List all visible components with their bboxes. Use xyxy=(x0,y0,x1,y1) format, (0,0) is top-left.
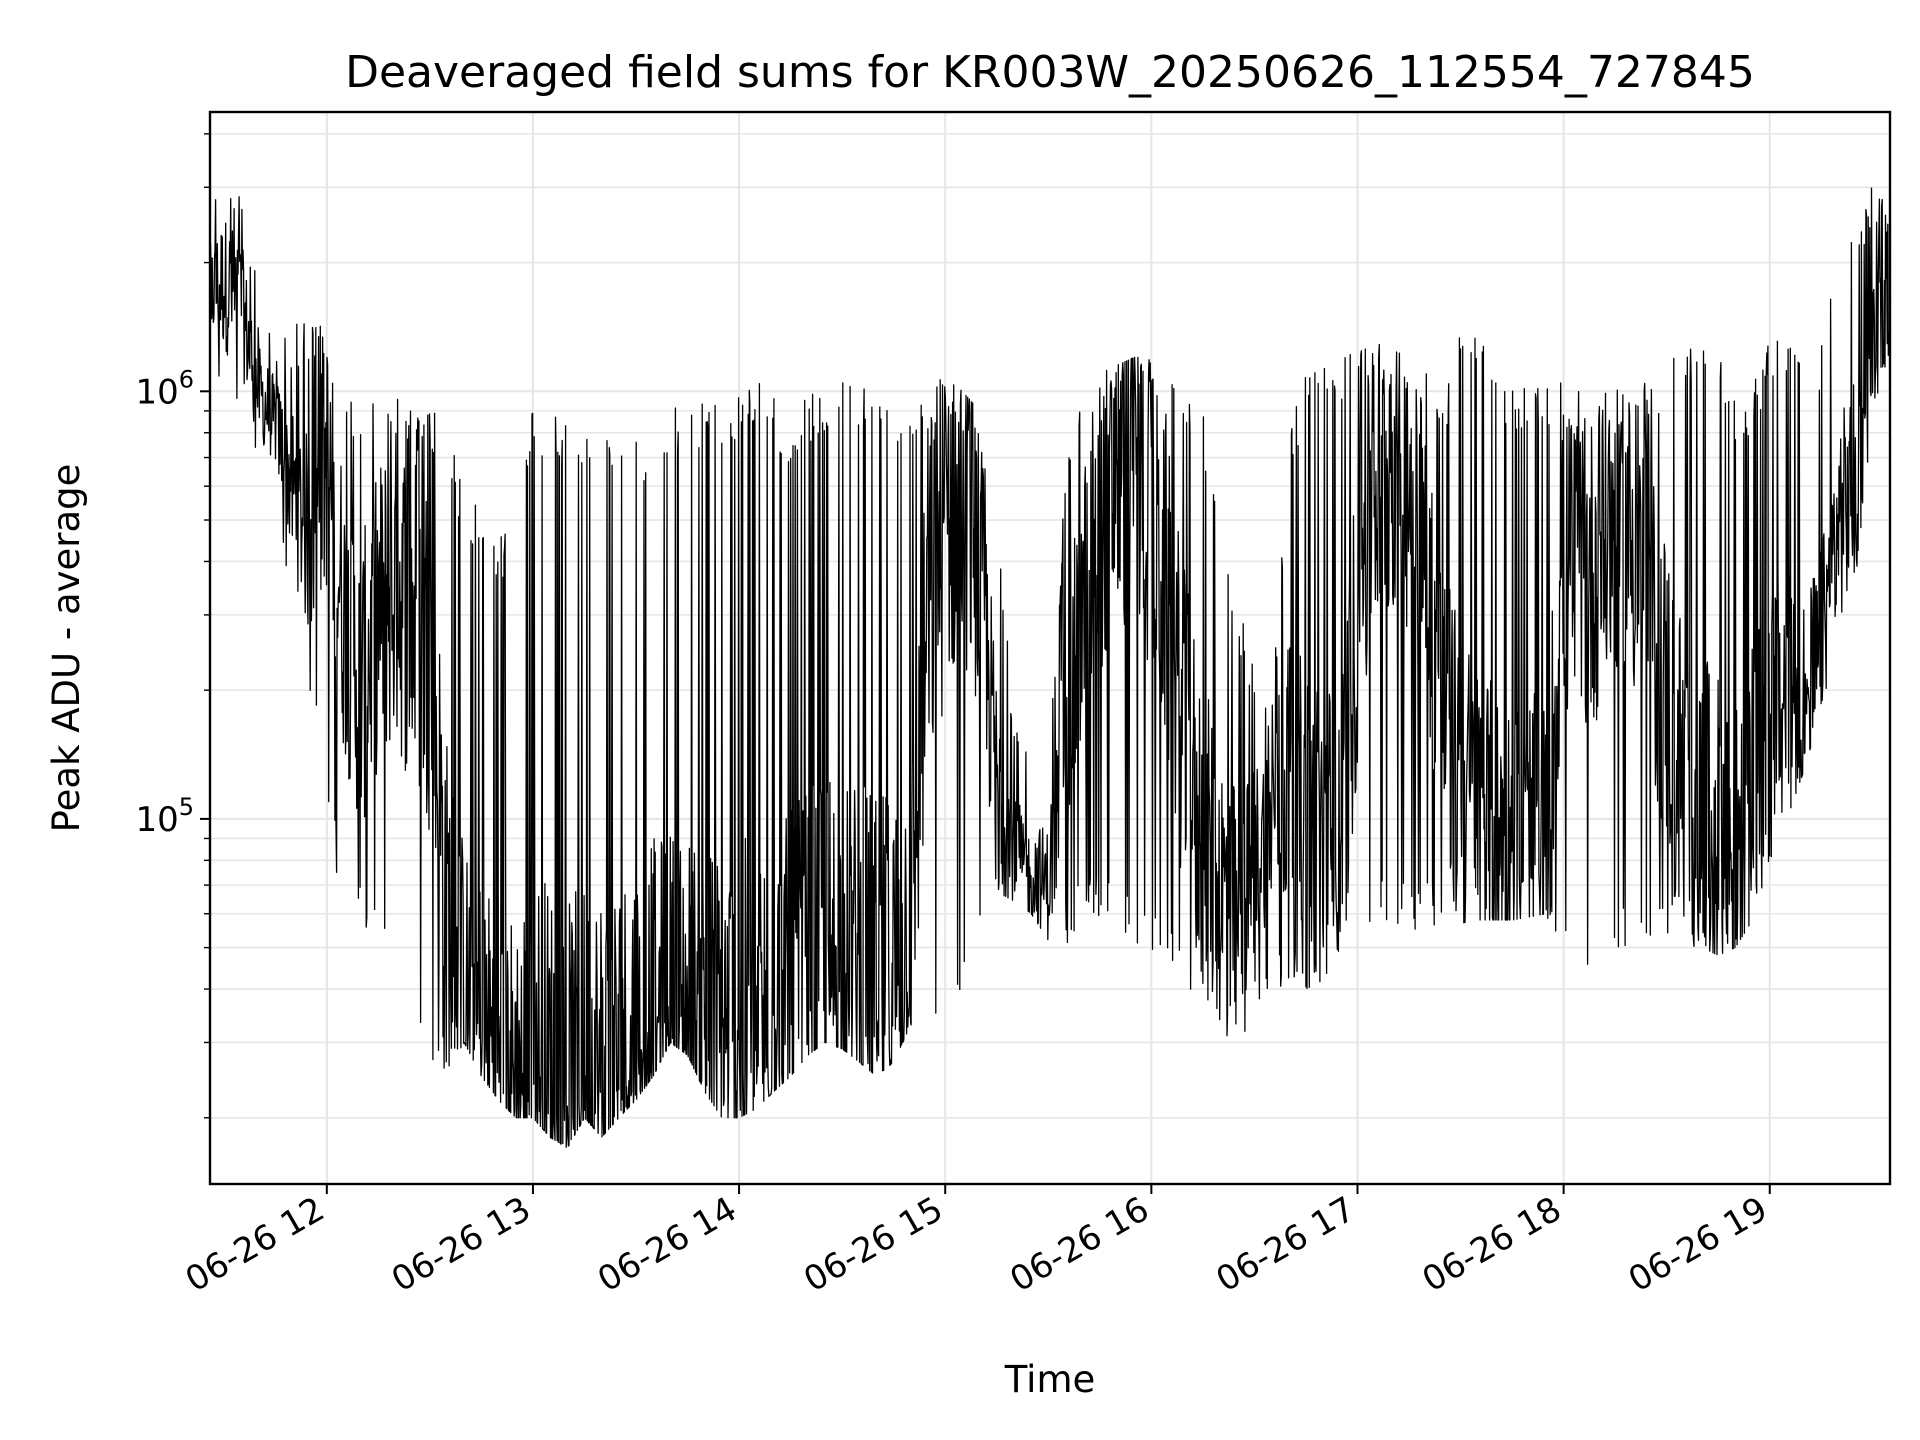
x-axis-label: Time xyxy=(1004,1358,1096,1401)
x-axis: 06-26 12 06-26 13 06-26 14 06-26 15 06-26 16… xyxy=(179,1184,1774,1300)
plot-area xyxy=(208,110,1892,1186)
x-tick-label: 06-26 16 xyxy=(1003,1189,1155,1300)
y-axis-label: Peak ADU - average xyxy=(45,464,88,833)
y-tick-label: 105 xyxy=(135,793,194,840)
x-tick-label: 06-26 19 xyxy=(1622,1189,1774,1300)
x-tick-label: 06-26 13 xyxy=(385,1189,537,1300)
y-tick-label: 106 xyxy=(135,365,194,412)
x-tick-label: 06-26 18 xyxy=(1416,1189,1568,1300)
series-group xyxy=(209,187,1891,1148)
series-line xyxy=(209,187,1891,1148)
x-tick-label: 06-26 12 xyxy=(179,1189,331,1300)
x-tick-label: 06-26 17 xyxy=(1210,1189,1362,1300)
plot-frame xyxy=(208,110,1892,1186)
plot-background xyxy=(210,112,1890,1184)
x-tick-label: 06-26 14 xyxy=(591,1189,743,1300)
chart-title: Deaveraged field sums for KR003W_2025062… xyxy=(345,47,1755,98)
y-axis: 105 106 xyxy=(135,133,210,1119)
x-tick-label: 06-26 15 xyxy=(797,1189,949,1300)
